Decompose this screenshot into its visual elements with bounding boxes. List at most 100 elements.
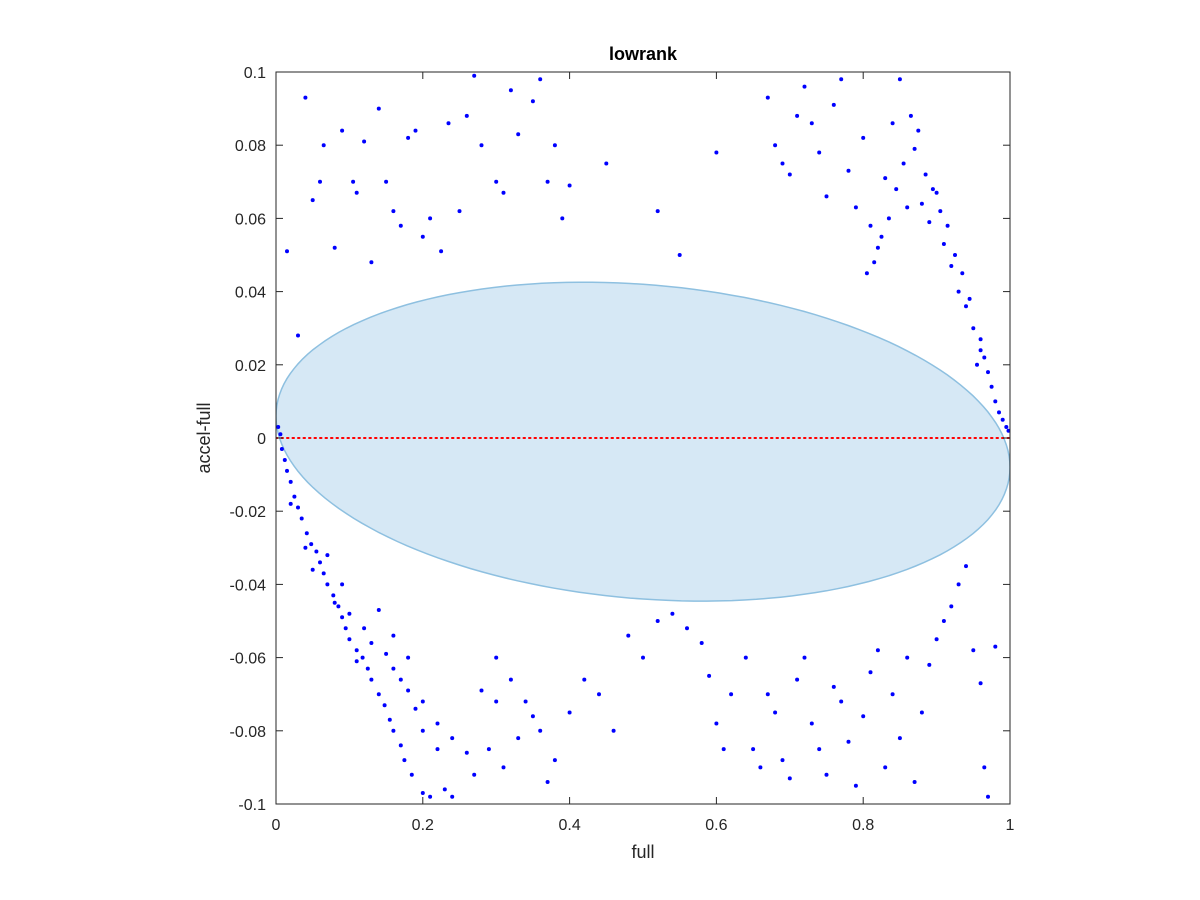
scatter-point: [890, 692, 895, 697]
scatter-point: [721, 747, 726, 752]
scatter-point: [978, 337, 983, 342]
x-tick-label: 1: [1006, 817, 1015, 834]
scatter-point: [310, 198, 315, 203]
y-tick-label: 0: [257, 431, 266, 448]
scatter-point: [508, 88, 513, 93]
scatter-point: [347, 611, 352, 616]
scatter-point: [773, 710, 778, 715]
scatter-point: [303, 95, 308, 100]
scatter-point: [376, 608, 381, 612]
scatter-point: [464, 113, 469, 118]
scatter-point: [406, 655, 411, 660]
scatter-point: [472, 772, 477, 777]
scatter-point: [530, 99, 535, 104]
scatter-point: [406, 688, 411, 693]
scatter-point: [442, 787, 447, 792]
scatter-point: [309, 542, 314, 547]
scatter-point: [420, 699, 425, 704]
scatter-point: [773, 143, 778, 148]
scatter-point: [439, 249, 444, 254]
x-tick-label: 0.2: [412, 817, 434, 834]
scatter-point: [1006, 428, 1010, 433]
scatter-point: [354, 190, 359, 195]
scatter-point: [369, 641, 374, 645]
scatter-point: [376, 692, 381, 697]
scatter-point: [597, 692, 601, 697]
scatter-point: [894, 187, 899, 192]
scatter-point: [787, 776, 792, 781]
scatter-point: [802, 84, 807, 89]
scatter-point: [494, 655, 499, 660]
scatter-point: [354, 648, 359, 653]
scatter-point: [714, 721, 719, 726]
scatter-point: [953, 253, 957, 257]
scatter-point: [986, 370, 990, 375]
chart-title: lowrank: [609, 44, 678, 64]
scatter-point: [450, 736, 455, 741]
scatter-point: [332, 600, 337, 605]
x-tick-label: 0.4: [558, 817, 580, 834]
scatter-point: [989, 384, 994, 389]
scatter-point: [376, 106, 381, 111]
scatter-point: [428, 216, 433, 221]
y-tick-label: -0.04: [230, 577, 267, 594]
scatter-point: [285, 468, 289, 473]
y-tick-label: 0.08: [235, 138, 266, 155]
scatter-point: [384, 179, 389, 184]
scatter-point: [802, 655, 807, 660]
y-tick-label: 0.1: [244, 65, 266, 82]
scatter-point: [450, 794, 455, 799]
scatter-point: [420, 728, 425, 733]
scatter-point: [949, 604, 954, 609]
scatter-point: [296, 505, 300, 510]
scatter-point: [912, 146, 917, 151]
scatter-point: [362, 139, 367, 144]
scatter-point: [336, 604, 341, 609]
scatter-point: [325, 582, 330, 587]
scatter-point: [978, 681, 983, 686]
scatter-point: [406, 135, 411, 140]
scatter-point: [956, 289, 961, 294]
scatter-point: [343, 626, 348, 631]
scatter-point: [354, 659, 359, 664]
scatter-point: [560, 216, 565, 221]
scatter-point: [875, 648, 880, 653]
scatter-point: [941, 242, 946, 246]
scatter-point: [552, 143, 557, 148]
scatter-point: [853, 205, 858, 210]
scatter-point: [916, 128, 921, 133]
scatter-point: [765, 692, 770, 697]
scatter-point: [292, 494, 297, 499]
scatter-point: [685, 626, 689, 631]
scatter-point: [964, 564, 968, 569]
scatter-point: [956, 582, 961, 587]
scatter-point: [331, 593, 336, 598]
scatter-point: [872, 260, 877, 265]
scatter-point: [479, 143, 484, 148]
scatter-point: [360, 655, 365, 660]
y-tick-label: -0.08: [230, 724, 267, 741]
scatter-point: [861, 135, 866, 140]
scatter-point: [479, 688, 484, 693]
scatter-point: [975, 362, 979, 367]
scatter-point: [318, 179, 322, 184]
scatter-point: [846, 739, 851, 744]
scatter-point: [508, 677, 513, 682]
scatter-point: [278, 432, 283, 437]
scatter-point: [930, 187, 935, 192]
scatter-point: [905, 205, 910, 210]
scatter-point: [982, 355, 987, 360]
scatter-point: [978, 348, 983, 353]
scatter-point: [941, 619, 946, 623]
scatter-point: [960, 271, 965, 276]
scatter-point: [758, 765, 763, 770]
scatter-point: [446, 121, 451, 126]
y-tick-label: -0.06: [230, 651, 267, 668]
scatter-point: [314, 549, 319, 554]
scatter-point: [886, 216, 891, 221]
scatter-point: [997, 410, 1001, 415]
scatter-point: [538, 77, 543, 82]
scatter-points: [276, 73, 1010, 799]
x-tick-label: 0.6: [705, 817, 727, 834]
